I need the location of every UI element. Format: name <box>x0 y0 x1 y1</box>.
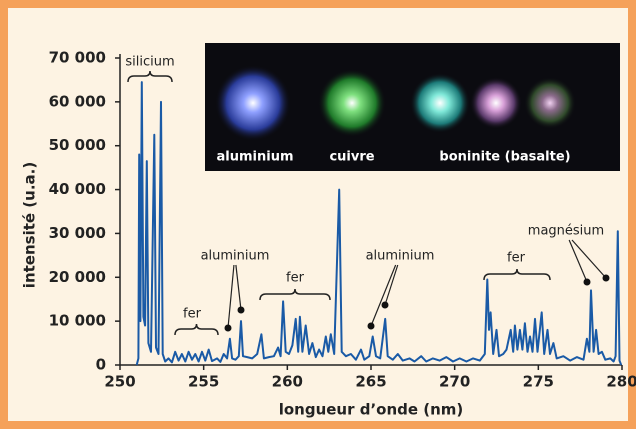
pointer-dot <box>367 322 375 330</box>
pointer <box>235 264 242 311</box>
annotation: aluminium <box>201 249 270 264</box>
pointer <box>384 264 399 306</box>
bracket <box>259 288 331 301</box>
bracket <box>483 268 551 281</box>
pointer <box>568 239 588 283</box>
inset-photo <box>205 43 620 171</box>
pointer-dot <box>237 306 245 314</box>
y-tick-label: 50 000 <box>49 136 106 154</box>
pointer-dot <box>224 324 232 332</box>
annotation: silicium <box>125 55 174 70</box>
annotation: magnésium <box>528 224 604 239</box>
pointer-dot <box>381 301 389 309</box>
x-tick-label: 270 <box>439 373 470 391</box>
pointer-dot <box>583 278 591 286</box>
x-tick-label: 255 <box>188 373 219 391</box>
x-tick-label: 260 <box>272 373 303 391</box>
inset-label: boninite (basalte) <box>439 150 570 165</box>
x-tick-label: 265 <box>355 373 386 391</box>
y-tick-label: 60 000 <box>49 92 106 110</box>
annotation: fer <box>507 251 526 266</box>
x-tick-label: 250 <box>104 373 135 391</box>
y-tick-label: 10 000 <box>49 312 106 330</box>
annotation: fer <box>286 271 305 286</box>
spectrum-line <box>135 81 623 366</box>
pointer-dot <box>602 274 610 282</box>
x-tick-label: 280 <box>606 373 636 391</box>
inset-label: aluminium <box>217 150 294 165</box>
y-tick-label: 40 000 <box>49 180 106 198</box>
pointer <box>370 264 397 327</box>
inset-label: cuivre <box>329 150 374 165</box>
x-axis-label: longueur d’onde (nm) <box>279 401 464 419</box>
y-tick-label: 30 000 <box>49 224 106 242</box>
y-axis-label: intensité (u.a.) <box>21 162 39 288</box>
y-tick-label: 20 000 <box>49 268 106 286</box>
y-tick-label: 70 000 <box>49 49 106 67</box>
pointer <box>571 239 607 279</box>
x-tick-label: 275 <box>523 373 554 391</box>
annotation: fer <box>183 307 202 322</box>
annotation: aluminium <box>366 249 435 264</box>
bracket <box>174 323 219 336</box>
y-tick-label: 0 <box>96 356 106 374</box>
pointer <box>227 264 235 329</box>
bracket <box>127 70 173 83</box>
